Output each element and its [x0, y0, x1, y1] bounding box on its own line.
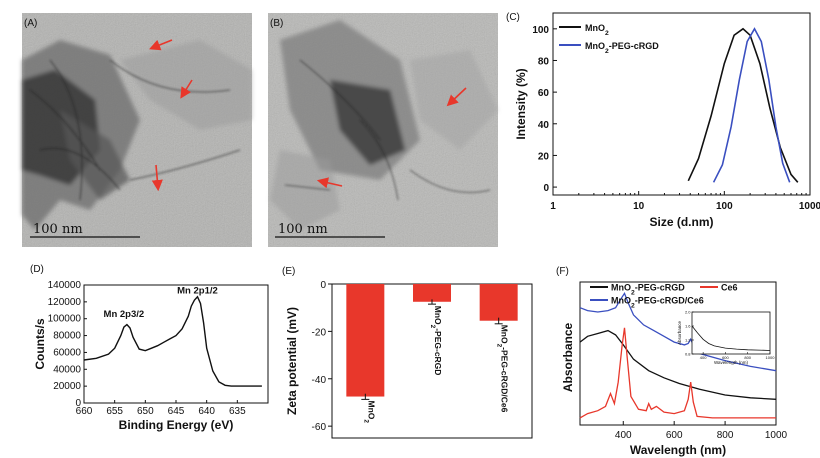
- panel-b-label: (B): [270, 18, 283, 29]
- panel-e-bar-mno2-peg-crgd: [413, 284, 451, 302]
- panel-d-x-tick-label: 640: [198, 406, 215, 417]
- panel-a-label: (A): [24, 18, 37, 29]
- panel-d-spectrum-line: [83, 295, 262, 387]
- panel-e-category-label-mno2: MnO2: [363, 401, 377, 424]
- panel-d-y-tick-label: 0: [75, 398, 81, 409]
- panel-c-series-mno2-peg-crgd-line: [712, 27, 791, 183]
- panel-c-y-axis-title: Intensity (%): [514, 68, 528, 139]
- panel-d-y-tick-label: 100000: [48, 314, 82, 325]
- panel-e-category-label-mno2-peg-crgd-ce6: MnO2-PEG-cRGD/Ce6: [496, 325, 510, 413]
- panel-c-y-tick-label: 20: [538, 151, 550, 162]
- panel-f-inset-y-tick-label: 1.6: [685, 324, 691, 329]
- panel-b-scale-bar-label: 100 nm: [278, 222, 328, 237]
- panel-d-y-tick-label: 60000: [53, 347, 81, 358]
- panel-d-plot-frame: [83, 284, 269, 404]
- panel-d-y-tick-label: 120000: [48, 297, 82, 308]
- panel-b-tem-image: 100 nm (B): [268, 13, 498, 247]
- panel-c-x-tick-label: 10: [633, 201, 645, 212]
- panel-c-x-tick-label: 100: [716, 201, 733, 212]
- panel-f-x-tick-label: 400: [615, 430, 632, 441]
- panel-e-y-tick-label: -40: [312, 375, 327, 386]
- panel-c-x-tick-label: 1000: [799, 201, 820, 212]
- panel-c-y-tick-label: 100: [532, 25, 549, 36]
- panel-f-legend-label-mno2-peg-crgd: MnO2-PEG-cRGD: [611, 283, 685, 297]
- panel-f-x-tick-label: 600: [666, 430, 683, 441]
- panel-e-bar-mno2-peg-crgd-ce6: [479, 284, 518, 321]
- panel-c-x-axis-title: Size (d.nm): [649, 215, 713, 229]
- panel-d-xps-chart: 660 655 650 645 640 635 0 20000 40000 60000 80000 1…: [33, 280, 269, 432]
- panel-f-label: (F): [556, 266, 569, 277]
- panel-f-inset-y-tick-label: 2.0: [685, 310, 691, 315]
- panel-d-x-tick-label: 635: [229, 406, 246, 417]
- panel-d-x-tick-label: 660: [76, 406, 93, 417]
- panel-d-x-axis-title: Binding Energy (eV): [119, 418, 234, 432]
- panel-d-y-tick-label: 80000: [53, 331, 81, 342]
- panel-f-series-ce6-line: [579, 327, 776, 419]
- panel-d-x-tick-label: 650: [137, 406, 154, 417]
- panel-e-zeta-chart: 0 -20 -40 -60 Zeta potential (mV) MnO2 MnO2-PE…: [285, 280, 533, 439]
- panel-d-y-tick-label: 40000: [53, 364, 81, 375]
- panel-f-series-mno2-peg-crgd-line: [579, 329, 777, 400]
- panel-e-y-tick-label: 0: [320, 280, 326, 291]
- panel-f-inset-line: [691, 325, 771, 351]
- panel-f-y-axis-title: Absorbance: [561, 323, 575, 393]
- panel-d-x-tick-label: 655: [106, 406, 123, 417]
- panel-d-label: (D): [30, 264, 44, 275]
- panel-c-label: (C): [506, 12, 520, 23]
- panel-c-legend-label-mno2-peg-crgd: MnO2-PEG-cRGD: [585, 41, 659, 55]
- panel-c-x-tick-label: 1: [550, 201, 556, 212]
- panel-d-y-axis-title: Counts/s: [33, 318, 47, 370]
- panel-e-y-axis-title: Zeta potential (mV): [285, 307, 299, 415]
- panel-c-legend-label-mno2: MnO2: [585, 23, 609, 37]
- panel-f-inset-y-tick-label: 1.2: [685, 338, 691, 343]
- panel-e-bar-mno2: [346, 284, 385, 397]
- panel-f-inset-x-tick-label: 800: [744, 355, 751, 360]
- panel-e-label: (E): [282, 266, 295, 277]
- panel-d-y-tick-label: 20000: [53, 381, 81, 392]
- panel-f-uvvis-chart: 400 600 800 1000 Wavelength (nm) Absorbance Mn…: [561, 281, 788, 457]
- panel-c-series-mno2-line: [687, 27, 799, 183]
- panel-f-inset-y-tick-label: 0.8: [685, 352, 691, 357]
- panel-f-legend-label-mno2-peg-crgd-ce6: MnO2-PEG-cRGD/Ce6: [611, 296, 704, 310]
- panel-f-plot-frame: [579, 281, 777, 426]
- panel-c-y-tick-label: 40: [538, 120, 550, 131]
- panel-f-inset-x-tick-label: 400: [700, 355, 707, 360]
- panel-f-inset-frame: [691, 311, 771, 355]
- panel-a-scale-bar-label: 100 nm: [33, 222, 83, 237]
- panel-a-tem-image: 100 nm (A): [22, 13, 252, 247]
- panel-c-y-tick-label: 60: [538, 88, 550, 99]
- panel-f-inset-y-axis-title: Absorbance: [677, 321, 682, 346]
- panel-e-y-tick-label: -60: [312, 422, 327, 433]
- panel-d-annotation-mn-2p3-2: Mn 2p3/2: [104, 309, 145, 320]
- panel-f-x-tick-label: 1000: [765, 430, 788, 441]
- panel-d-x-tick-label: 645: [168, 406, 185, 417]
- panel-f-x-axis-title: Wavelength (nm): [630, 443, 726, 457]
- panel-f-inset-x-axis-title: Wavelength (nm): [714, 360, 749, 365]
- panel-f-x-tick-label: 800: [717, 430, 734, 441]
- panel-d-y-tick-label: 140000: [48, 280, 82, 291]
- panel-e-y-tick-label: -20: [312, 327, 327, 338]
- panel-f-inset-x-tick-label: 600: [722, 355, 729, 360]
- panel-f-inset-x-tick-label: 1000: [766, 355, 776, 360]
- panel-c-y-tick-label: 0: [543, 183, 549, 194]
- panel-d-annotation-mn-2p1-2: Mn 2p1/2: [177, 285, 218, 296]
- panel-c-y-tick-label: 80: [538, 56, 550, 67]
- panel-f-legend-label-ce6: Ce6: [721, 283, 738, 293]
- panel-e-category-label-mno2-peg-crgd: MnO2-PEG-cRGD: [430, 306, 444, 376]
- panel-c-plot-frame: [552, 12, 811, 196]
